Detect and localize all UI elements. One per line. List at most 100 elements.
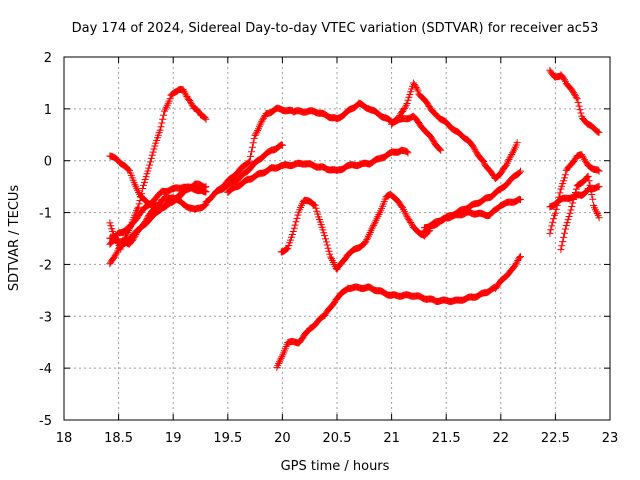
data-point bbox=[399, 107, 406, 115]
data-point bbox=[310, 200, 317, 208]
data-point bbox=[259, 116, 267, 124]
data-point bbox=[321, 232, 329, 240]
data-point bbox=[141, 176, 149, 183]
data-point bbox=[124, 165, 132, 173]
data-point bbox=[107, 222, 115, 230]
data-point bbox=[561, 76, 568, 84]
data-point bbox=[293, 214, 301, 222]
data-point bbox=[251, 131, 259, 139]
data-point bbox=[187, 98, 194, 106]
data-point bbox=[247, 152, 254, 160]
data-point bbox=[558, 242, 566, 250]
data-point bbox=[373, 214, 381, 222]
x-tick-label: 18.5 bbox=[104, 431, 133, 446]
y-tick-label: -4 bbox=[39, 362, 52, 377]
series-17 bbox=[557, 172, 603, 254]
data-point bbox=[140, 178, 148, 186]
grid bbox=[64, 57, 610, 420]
data-point bbox=[201, 114, 209, 122]
data-point bbox=[147, 158, 154, 166]
data-point bbox=[564, 216, 572, 224]
data-point bbox=[548, 222, 556, 230]
data-point bbox=[248, 143, 256, 151]
data-point bbox=[471, 146, 479, 154]
data-point bbox=[276, 356, 284, 364]
data-point bbox=[566, 209, 574, 217]
data-point bbox=[408, 220, 416, 228]
data-point bbox=[593, 128, 601, 136]
data-point bbox=[585, 177, 593, 185]
data-point bbox=[277, 354, 285, 362]
data-point bbox=[567, 206, 575, 214]
series-12 bbox=[420, 195, 524, 235]
data-point bbox=[275, 360, 283, 367]
data-point bbox=[252, 130, 260, 138]
data-point bbox=[111, 252, 119, 260]
data-point bbox=[276, 358, 283, 366]
data-point bbox=[245, 158, 253, 166]
data-point bbox=[586, 181, 594, 189]
x-axis-label: GPS time / hours bbox=[281, 459, 390, 474]
data-point bbox=[561, 171, 569, 179]
data-point bbox=[517, 196, 524, 204]
data-point bbox=[592, 208, 600, 216]
series-8 bbox=[213, 141, 286, 195]
data-point bbox=[563, 219, 571, 227]
data-point bbox=[159, 115, 167, 123]
data-point bbox=[507, 152, 515, 160]
data-point bbox=[110, 253, 118, 261]
data-point bbox=[146, 161, 154, 169]
data-point bbox=[561, 229, 568, 237]
data-point bbox=[200, 202, 208, 210]
data-point bbox=[183, 93, 191, 100]
data-point bbox=[401, 209, 409, 217]
data-point bbox=[292, 218, 300, 226]
data-point bbox=[131, 232, 139, 240]
data-point bbox=[179, 86, 187, 94]
y-axis-label: SDTVAR / TECUs bbox=[7, 185, 22, 292]
data-point bbox=[402, 101, 410, 109]
data-point bbox=[129, 235, 137, 243]
data-point bbox=[501, 162, 509, 170]
data-point bbox=[403, 148, 411, 156]
data-point bbox=[363, 236, 371, 244]
data-point bbox=[368, 225, 376, 233]
data-point bbox=[364, 234, 372, 242]
data-point bbox=[436, 145, 444, 153]
data-point bbox=[405, 216, 413, 224]
data-point bbox=[278, 141, 286, 149]
data-point bbox=[571, 156, 578, 164]
data-point bbox=[403, 213, 411, 221]
data-point bbox=[150, 145, 158, 153]
series-13 bbox=[273, 253, 524, 371]
data-point bbox=[514, 257, 522, 264]
x-axis: 18 18.5 19 19.5 20 20.5 21 21.5 22 22.5 23 bbox=[56, 57, 618, 446]
data-point bbox=[291, 221, 299, 229]
data-point bbox=[579, 152, 587, 160]
x-tick-label: 21.5 bbox=[432, 431, 461, 446]
data-point bbox=[289, 228, 297, 235]
data-point bbox=[106, 219, 114, 227]
data-point bbox=[516, 253, 524, 261]
data-point bbox=[407, 219, 415, 226]
data-point bbox=[571, 90, 578, 98]
data-point bbox=[513, 139, 521, 147]
data-point bbox=[581, 156, 588, 164]
data-point bbox=[551, 209, 559, 217]
data-point bbox=[469, 143, 477, 151]
data-point bbox=[560, 74, 568, 82]
data-point bbox=[517, 253, 524, 261]
data-point bbox=[572, 93, 580, 101]
data-point bbox=[202, 115, 210, 123]
x-tick-label: 20.5 bbox=[323, 431, 352, 446]
series-9 bbox=[277, 190, 434, 273]
data-point bbox=[517, 167, 524, 175]
y-tick-label: -3 bbox=[39, 310, 52, 325]
data-point bbox=[149, 148, 157, 156]
data-point bbox=[187, 100, 195, 108]
data-point bbox=[294, 211, 302, 219]
data-point bbox=[288, 231, 296, 238]
data-point bbox=[365, 232, 372, 240]
data-point bbox=[140, 181, 147, 189]
